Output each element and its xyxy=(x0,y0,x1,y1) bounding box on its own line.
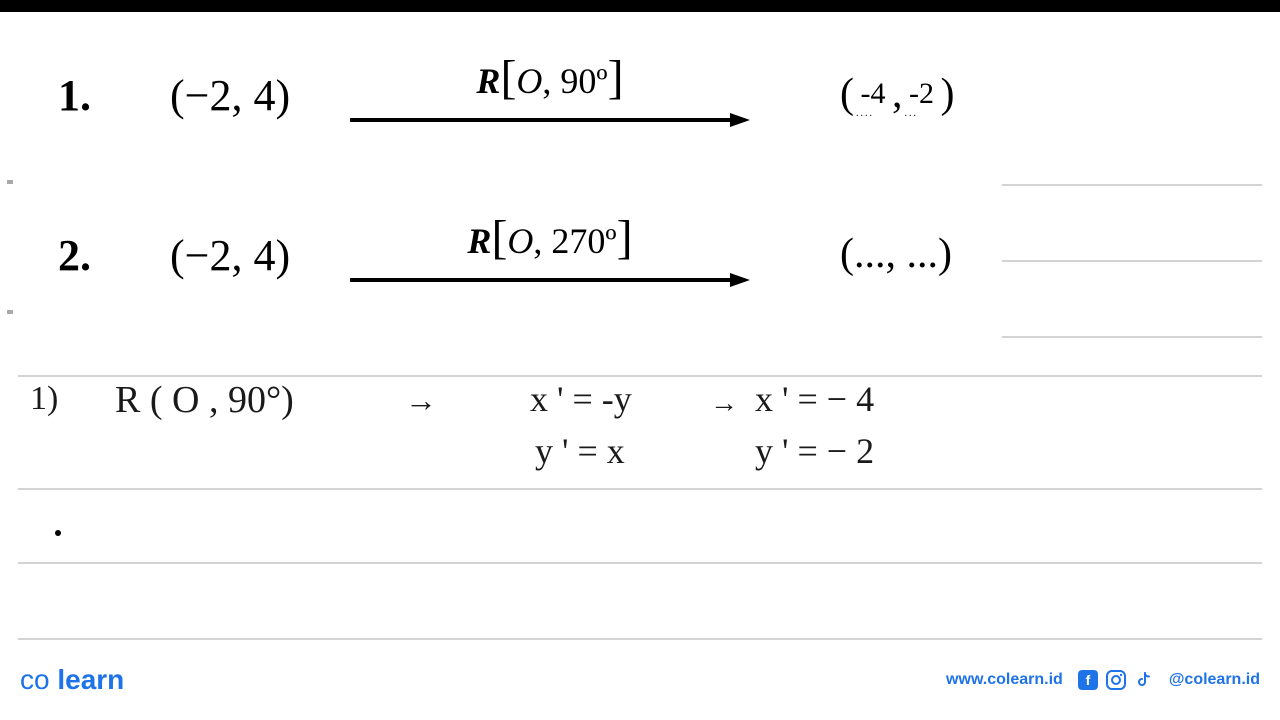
logo-co: co xyxy=(20,664,50,695)
rotation-label: R[O, 270º] xyxy=(467,210,632,265)
result-point: (-4....,-2...) xyxy=(840,70,955,118)
bracket-open: [ xyxy=(491,211,507,264)
website-url: www.colearn.id xyxy=(946,671,1063,689)
dot-mark xyxy=(55,530,61,536)
instagram-icon xyxy=(1105,669,1127,691)
brand-logo: co learn xyxy=(20,664,124,696)
problem-number: 2. xyxy=(58,230,91,281)
handwriting-rotation: R ( O , 90°) xyxy=(115,378,294,422)
handwriting-formula: y ' = x xyxy=(535,430,625,472)
rotation-center: O xyxy=(516,61,542,101)
rotation-label: R[O, 90º] xyxy=(476,50,623,105)
handwriting-formula: x ' = − 4 xyxy=(755,378,874,420)
footer-right: www.colearn.id f @colearn.id xyxy=(946,669,1260,691)
main-content: 1. (−2, 4) R[O, 90º] (-4....,-2...) 2. (… xyxy=(0,40,1280,360)
answer-y: -2... xyxy=(903,77,941,111)
handwriting-arrow: → xyxy=(710,388,738,420)
arrow-icon xyxy=(350,270,750,300)
bracket-open: [ xyxy=(500,51,516,104)
problem-number: 1. xyxy=(58,70,91,121)
comma: , xyxy=(892,71,903,117)
facebook-icon: f xyxy=(1077,669,1099,691)
rotation-r: R xyxy=(476,61,500,101)
result-point: (..., ...) xyxy=(840,230,952,278)
problem-2: 2. (−2, 4) R[O, 270º] (..., ...) xyxy=(50,200,1230,300)
tiktok-icon xyxy=(1133,669,1155,691)
notebook-line xyxy=(1002,184,1262,186)
notebook-line xyxy=(18,562,1262,564)
start-point: (−2, 4) xyxy=(170,70,290,121)
rotation-angle: 90º xyxy=(560,61,607,101)
bracket-close: ] xyxy=(608,51,624,104)
handwriting-arrow: → xyxy=(405,382,437,419)
paren-close: ) xyxy=(941,71,955,117)
arrow-icon xyxy=(350,110,750,140)
problem-1: 1. (−2, 4) R[O, 90º] (-4....,-2...) xyxy=(50,40,1230,140)
start-point: (−2, 4) xyxy=(170,230,290,281)
logo-learn: learn xyxy=(57,664,124,695)
social-handle: @colearn.id xyxy=(1169,671,1260,689)
rotation-angle: 270º xyxy=(551,221,616,261)
notebook-line xyxy=(18,638,1262,640)
handwriting-num: 1) xyxy=(30,380,58,418)
notebook-line xyxy=(18,375,1262,377)
arrow-container: R[O, 90º] xyxy=(350,50,750,130)
answer-x: -4.... xyxy=(854,77,892,111)
rotation-r: R xyxy=(467,221,491,261)
arrow-container: R[O, 270º] xyxy=(350,210,750,290)
notebook-line xyxy=(1002,260,1262,262)
handwriting-formula: x ' = -y xyxy=(530,378,632,420)
svg-text:f: f xyxy=(1085,672,1090,688)
paren-open: ( xyxy=(840,71,854,117)
rotation-center: O xyxy=(507,221,533,261)
social-icons: f xyxy=(1077,669,1155,691)
footer: co learn www.colearn.id f @colearn.id xyxy=(0,655,1280,705)
bracket-close: ] xyxy=(617,211,633,264)
handwriting-formula: y ' = − 2 xyxy=(755,430,874,472)
top-black-bar xyxy=(0,0,1280,12)
notebook-line xyxy=(1002,336,1262,338)
notebook-line xyxy=(18,488,1262,490)
